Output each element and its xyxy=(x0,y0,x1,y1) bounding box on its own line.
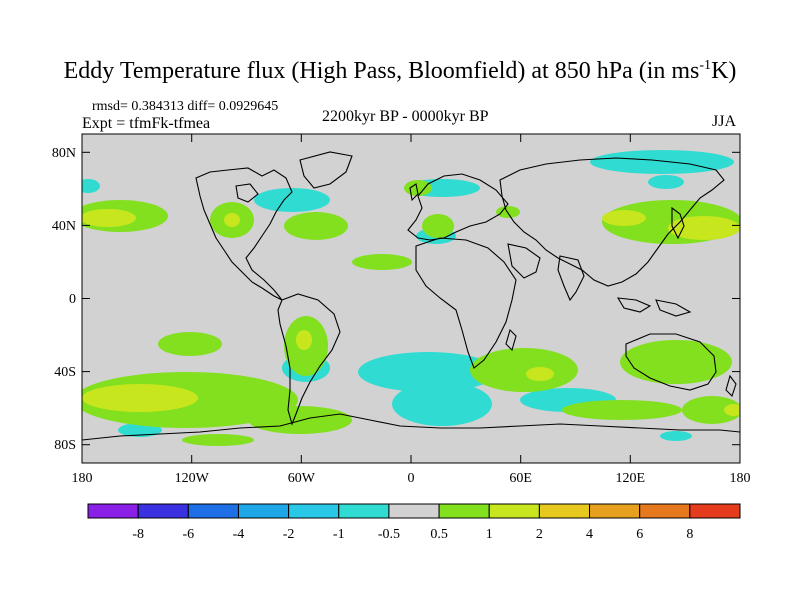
colorbar-label: -2 xyxy=(283,527,295,542)
stats-text: rmsd= 0.384313 diff= 0.0929645 xyxy=(92,99,279,114)
lon-label: 180 xyxy=(72,471,93,486)
pos-mid-region xyxy=(668,216,740,240)
colorbar-label: 6 xyxy=(636,527,643,542)
pos-mid-region xyxy=(224,213,240,227)
neg-region xyxy=(660,431,692,441)
pos-mid-region xyxy=(724,404,740,416)
colorbar-swatch xyxy=(288,503,340,519)
colorbar-swatch xyxy=(689,503,741,519)
lon-label: 60E xyxy=(509,471,532,486)
lon-label: 120W xyxy=(175,471,210,486)
pos-region xyxy=(682,396,740,424)
colorbar-swatch xyxy=(388,503,440,519)
lon-label: 120E xyxy=(616,471,646,486)
colorbar-swatch xyxy=(438,503,490,519)
lon-ticks xyxy=(191,134,631,463)
neg-region xyxy=(392,382,492,426)
colorbar-swatch xyxy=(137,503,189,519)
colorbar-label: -4 xyxy=(233,527,245,542)
season-label: JJA xyxy=(712,113,737,130)
colorbar-label: 4 xyxy=(586,527,593,542)
pos-mid-region xyxy=(602,210,646,226)
lon-labels: 180 120W 60W 0 60E 120E 180 xyxy=(72,471,751,486)
lat-labels: 80N 40N 0 40S 80S xyxy=(52,146,76,453)
lat-label: 80N xyxy=(52,146,76,161)
neg-region xyxy=(358,352,498,392)
colorbar-label: 0.5 xyxy=(430,527,448,542)
pos-mid-region xyxy=(296,330,312,350)
pos-mid-region xyxy=(82,384,198,412)
lat-label: 40N xyxy=(52,219,76,234)
pos-region xyxy=(422,214,454,238)
lat-label: 0 xyxy=(69,292,76,307)
lat-label: 80S xyxy=(54,438,76,453)
colorbar-label: -8 xyxy=(132,527,144,542)
pos-region xyxy=(620,340,732,384)
colorbar-swatch xyxy=(488,503,540,519)
lon-label: 0 xyxy=(408,471,415,486)
colorbar-label: 8 xyxy=(686,527,693,542)
experiment-label: Expt = tfmFk-tfmea xyxy=(82,115,211,132)
pos-region xyxy=(182,434,254,446)
colorbar-swatch xyxy=(589,503,641,519)
coastlines xyxy=(82,151,740,441)
lon-label: 60W xyxy=(288,471,316,486)
colorbar: -8 -6 -4 -2 -1 -0.5 0.5 1 2 4 6 8 xyxy=(87,503,741,542)
field-contours xyxy=(82,150,740,446)
colorbar-label: -6 xyxy=(182,527,194,542)
lon-label: 180 xyxy=(730,471,751,486)
pos-region xyxy=(248,406,352,434)
neg-region xyxy=(648,175,684,189)
pos-region xyxy=(284,212,348,240)
map-panel: 80N 40N 0 40S 80S 180 120W 60W 0 60E 120… xyxy=(52,133,751,486)
neg-region xyxy=(590,150,734,174)
colorbar-swatch xyxy=(187,503,239,519)
colorbar-swatch xyxy=(237,503,290,519)
colorbar-label: 2 xyxy=(536,527,543,542)
lat-ticks xyxy=(82,151,740,446)
map-title: Eddy Temperature flux (High Pass, Bloomf… xyxy=(63,58,737,84)
pos-region xyxy=(470,348,578,392)
colorbar-swatch xyxy=(338,503,390,519)
colorbar-swatch xyxy=(538,503,591,519)
pos-region xyxy=(158,332,222,356)
neg-region xyxy=(254,188,330,212)
colorbar-label: -0.5 xyxy=(378,527,400,542)
neg-region xyxy=(82,179,100,193)
pos-mid-region xyxy=(82,209,136,227)
colorbar-label: 1 xyxy=(486,527,493,542)
pos-region xyxy=(352,254,412,270)
colorbar-label: -1 xyxy=(333,527,345,542)
colorbar-swatch xyxy=(639,503,691,519)
period-label: 2200kyr BP - 0000kyr BP xyxy=(322,108,489,125)
colorbar-swatch xyxy=(87,503,139,519)
pos-region xyxy=(562,400,682,420)
lat-label: 40S xyxy=(54,365,76,380)
pos-mid-region xyxy=(526,367,554,381)
pos-region xyxy=(496,206,520,218)
